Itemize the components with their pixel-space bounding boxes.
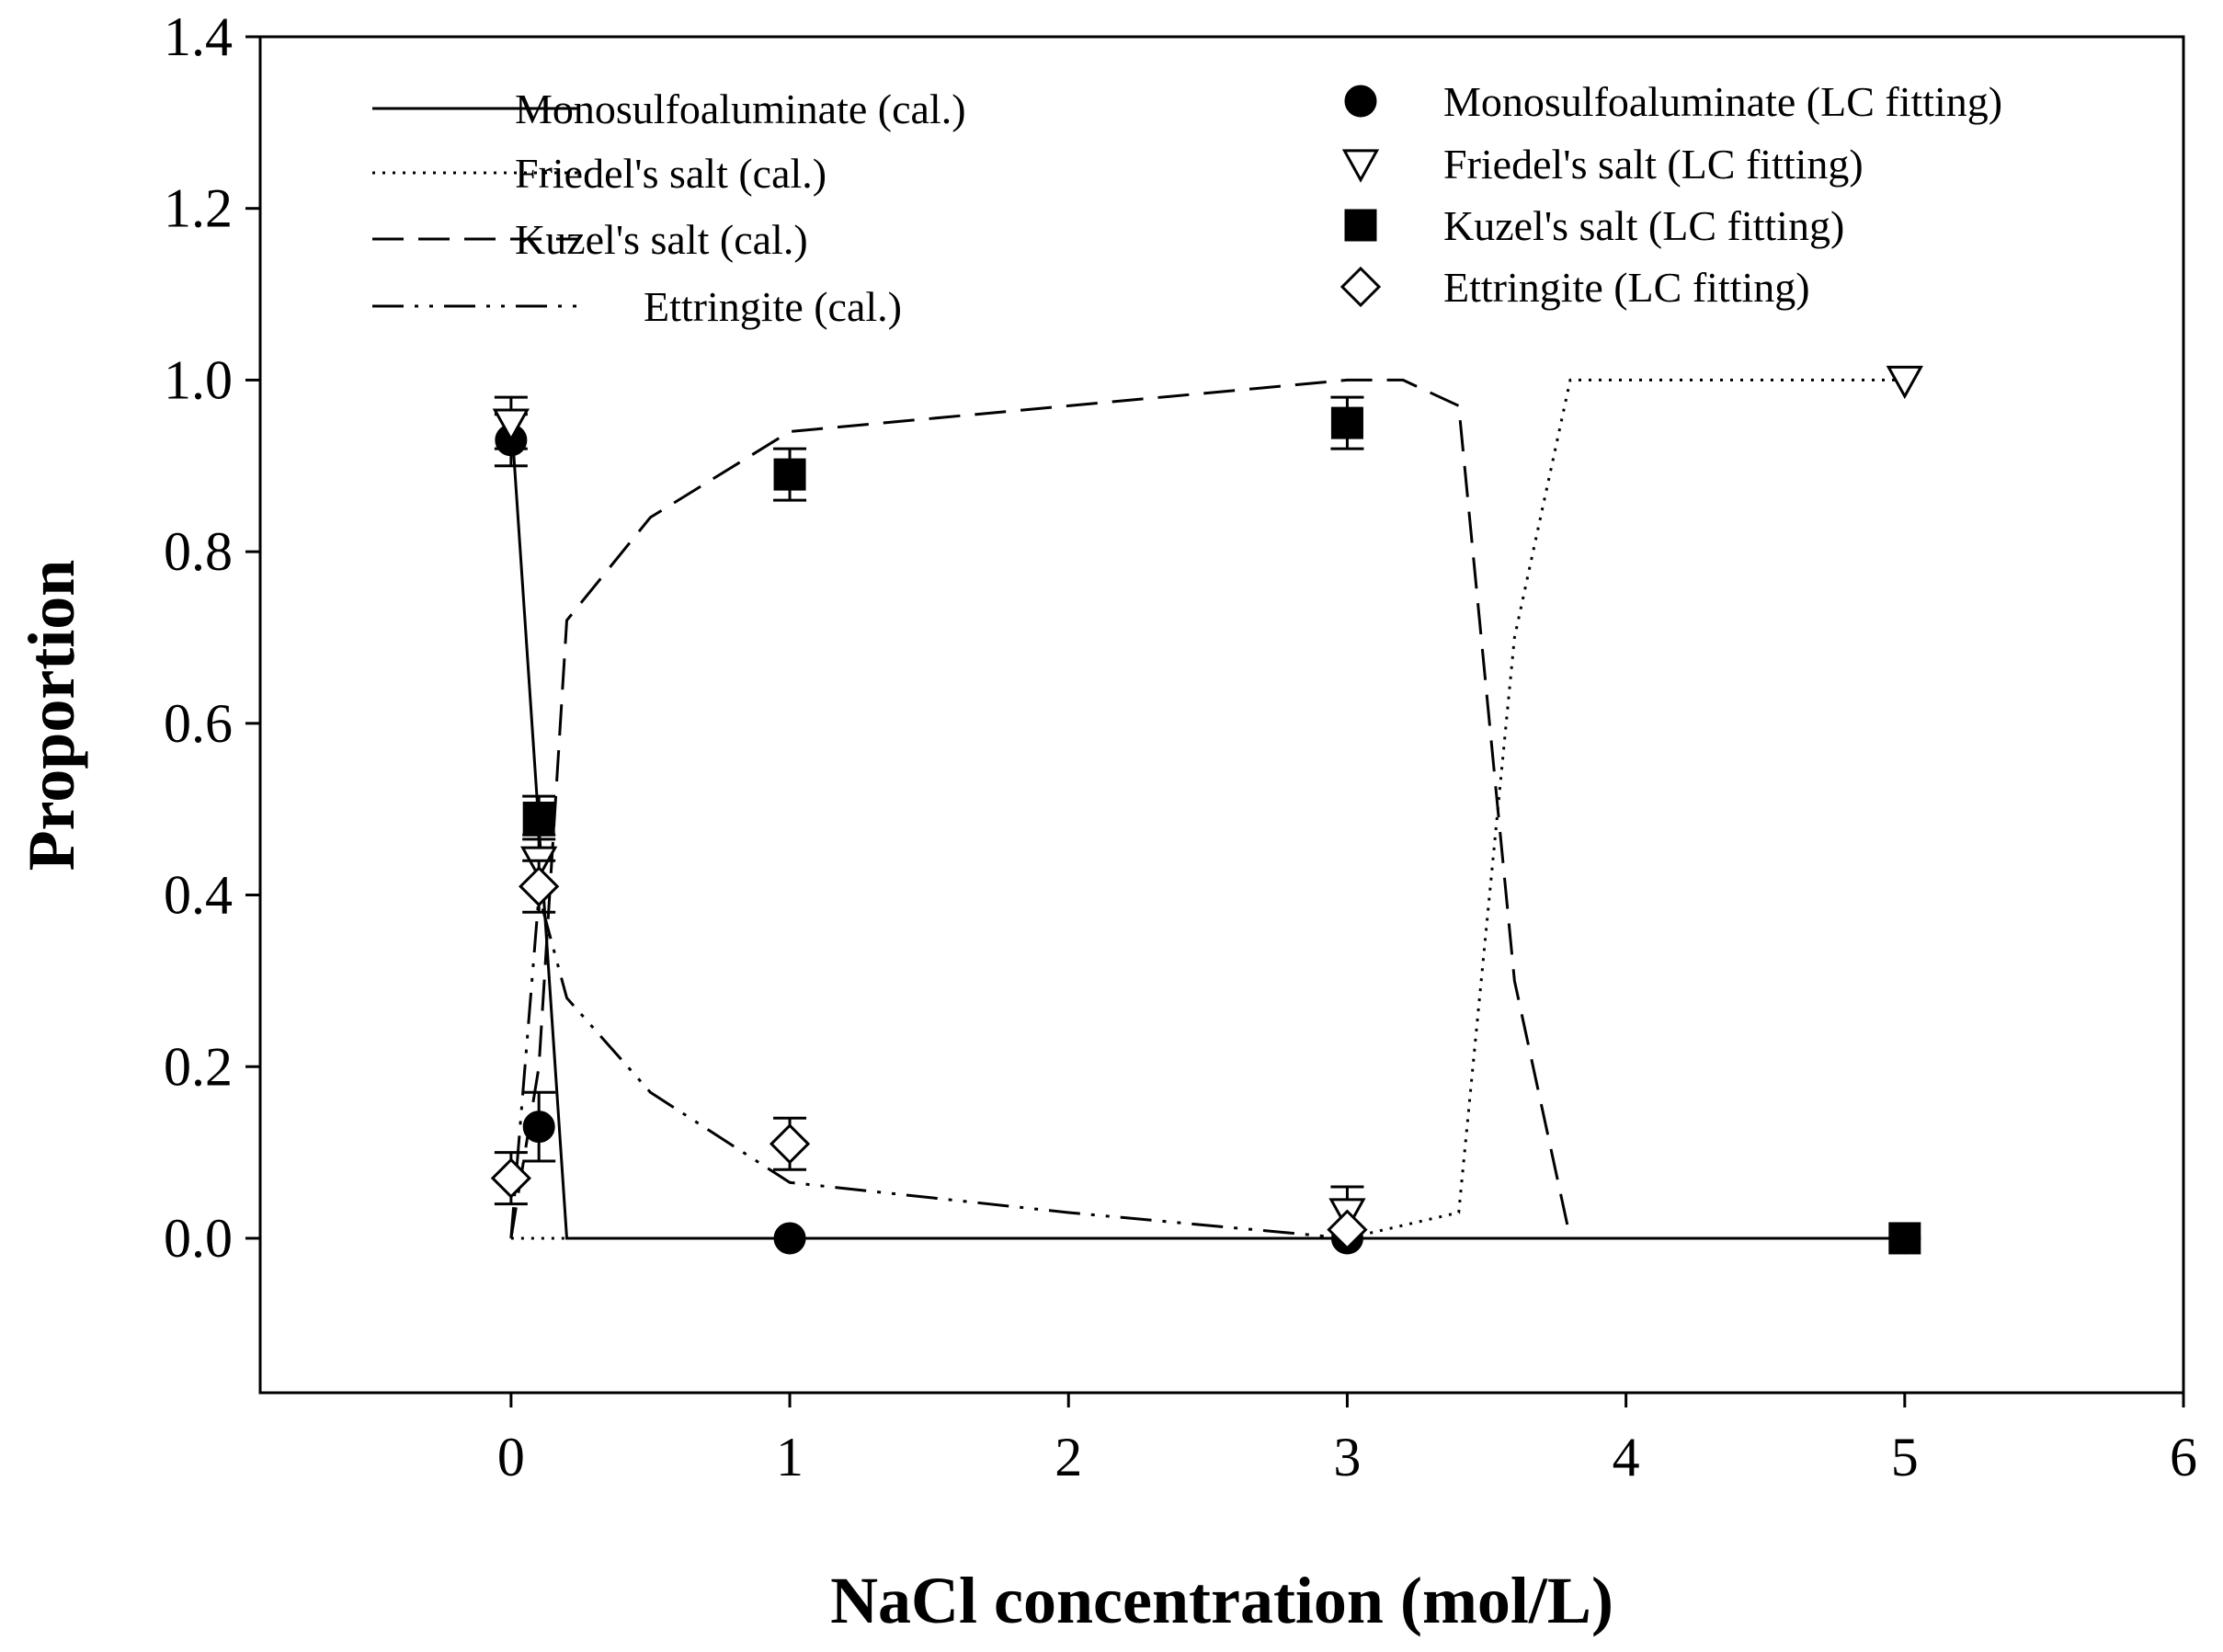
- y-tick-label: 0.4: [164, 865, 233, 926]
- x-axis-title: NaCl concentration (mol/L): [830, 1564, 1613, 1637]
- data-point-series-0: [522, 1111, 555, 1144]
- line-series-3: [509, 894, 1404, 1240]
- x-tick-label: 0: [497, 1427, 525, 1487]
- legend-line-label: Kuzel's salt (cal.): [515, 216, 808, 263]
- y-tick-label: 0.0: [164, 1208, 233, 1269]
- data-point-series-3: [769, 1123, 811, 1165]
- data-point-series-1: [1886, 365, 1923, 400]
- x-tick-label: 2: [1054, 1427, 1082, 1487]
- y-tick-label: 1.4: [164, 6, 233, 67]
- data-point-series-0: [773, 1222, 806, 1255]
- y-tick-label: 0.2: [164, 1036, 233, 1097]
- x-tick-label: 6: [2170, 1427, 2197, 1487]
- x-tick-label: 3: [1333, 1427, 1361, 1487]
- line-series-0: [509, 414, 1905, 1240]
- legend-line-label: Ettringite (cal.): [644, 283, 902, 330]
- line-series-1: [510, 378, 1905, 1240]
- lc-fitting-points: [490, 365, 1923, 1255]
- x-tick-label: 4: [1613, 1427, 1640, 1487]
- data-point-series-2: [773, 458, 806, 491]
- y-tick-label: 0.6: [164, 693, 233, 754]
- calculated-lines: [509, 378, 1905, 1240]
- line-series-2: [509, 378, 1905, 1240]
- legend-marker-swatch: [1344, 209, 1377, 242]
- legend-marker-swatch: [1340, 266, 1382, 308]
- legend: Monosulfoaluminate (cal.) Friedel's salt …: [372, 78, 2002, 330]
- axis-ticks: 0.0 0.2 0.4 0.6 0.8 1.0 1.2 1.4 0 1 2 3 4 5 6: [164, 6, 2197, 1487]
- data-point-series-2: [522, 802, 555, 835]
- legend-line-label: Friedel's salt (cal.): [515, 150, 826, 197]
- data-point-series-2: [1330, 406, 1363, 439]
- y-axis-title: Proportion: [15, 560, 88, 872]
- legend-point-label: Kuzel's salt (LC fitting): [1443, 202, 1844, 249]
- legend-marker-swatch: [1341, 149, 1380, 183]
- plot-frame: [258, 35, 2185, 1395]
- x-tick-label: 5: [1891, 1427, 1919, 1487]
- data-point-series-3: [519, 866, 560, 907]
- data-point-series-3: [490, 1157, 531, 1199]
- y-tick-label: 0.8: [164, 521, 233, 582]
- data-point-series-2: [1888, 1222, 1921, 1255]
- legend-point-label: Monosulfoaluminate (LC fitting): [1443, 78, 2002, 125]
- legend-marker-swatch: [1344, 85, 1377, 118]
- y-tick-label: 1.2: [164, 178, 233, 239]
- legend-point-label: Ettringite (LC fitting): [1443, 264, 1810, 311]
- data-point-series-1: [492, 408, 530, 442]
- x-tick-label: 1: [776, 1427, 804, 1487]
- y-tick-label: 1.0: [164, 349, 233, 410]
- legend-line-label: Monosulfoaluminate (cal.): [515, 85, 966, 132]
- legend-point-label: Friedel's salt (LC fitting): [1443, 141, 1864, 188]
- data-point-series-3: [1327, 1209, 1368, 1250]
